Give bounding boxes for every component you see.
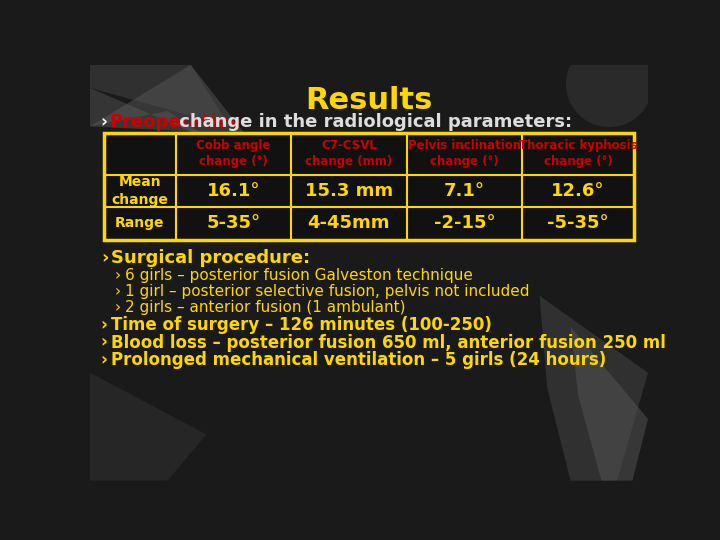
Text: ›: › <box>101 249 108 267</box>
Text: -5-35°: -5-35° <box>547 214 609 232</box>
Text: 12.6°: 12.6° <box>552 182 605 200</box>
Text: Mean
change: Mean change <box>112 176 168 207</box>
Text: 6 girls – posterior fusion Galveston technique: 6 girls – posterior fusion Galveston tec… <box>125 268 473 283</box>
Text: Prolonged mechanical ventilation – 5 girls (24 hours): Prolonged mechanical ventilation – 5 gir… <box>111 351 606 369</box>
Text: 4-45mm: 4-45mm <box>307 214 390 232</box>
Text: Blood loss – posterior fusion 650 ml, anterior fusion 250 ml: Blood loss – posterior fusion 650 ml, an… <box>111 334 666 352</box>
Text: C7-CSVL
change (mm): C7-CSVL change (mm) <box>305 139 392 168</box>
Text: change in the radiological parameters:: change in the radiological parameters: <box>173 113 572 131</box>
Polygon shape <box>90 65 245 134</box>
Text: 15.3 mm: 15.3 mm <box>305 182 393 200</box>
Text: ›: › <box>101 113 108 131</box>
Text: ›: › <box>101 351 108 369</box>
Text: -2-15°: -2-15° <box>433 214 495 232</box>
Text: Time of surgery – 126 minutes (100-250): Time of surgery – 126 minutes (100-250) <box>111 316 492 334</box>
Text: Surgical procedure:: Surgical procedure: <box>111 249 310 267</box>
Text: ›: › <box>114 300 121 315</box>
Circle shape <box>567 42 652 126</box>
Text: ›: › <box>114 284 121 299</box>
Text: Results: Results <box>305 86 433 116</box>
Text: ›: › <box>114 268 121 283</box>
Polygon shape <box>90 373 206 481</box>
Polygon shape <box>570 327 648 481</box>
Text: Preoperative: Preoperative <box>109 113 240 131</box>
Polygon shape <box>90 88 214 142</box>
Text: ›: › <box>101 316 108 334</box>
Text: Cobb angle
change (°): Cobb angle change (°) <box>196 139 271 168</box>
Text: Pelvis inclination
change (°): Pelvis inclination change (°) <box>408 139 521 168</box>
Text: ›: › <box>101 334 108 352</box>
Polygon shape <box>539 296 648 481</box>
Text: Thoracic kyphosis
change (°): Thoracic kyphosis change (°) <box>519 139 637 168</box>
Text: 5-35°: 5-35° <box>206 214 261 232</box>
Bar <box>104 132 634 240</box>
Text: 1 girl – posterior selective fusion, pelvis not included: 1 girl – posterior selective fusion, pel… <box>125 284 529 299</box>
Polygon shape <box>90 65 230 126</box>
Text: 7.1°: 7.1° <box>444 182 485 200</box>
Text: Range: Range <box>115 217 164 231</box>
Text: 16.1°: 16.1° <box>207 182 260 200</box>
Bar <box>104 132 634 240</box>
Text: 2 girls – anterior fusion (1 ambulant): 2 girls – anterior fusion (1 ambulant) <box>125 300 405 315</box>
